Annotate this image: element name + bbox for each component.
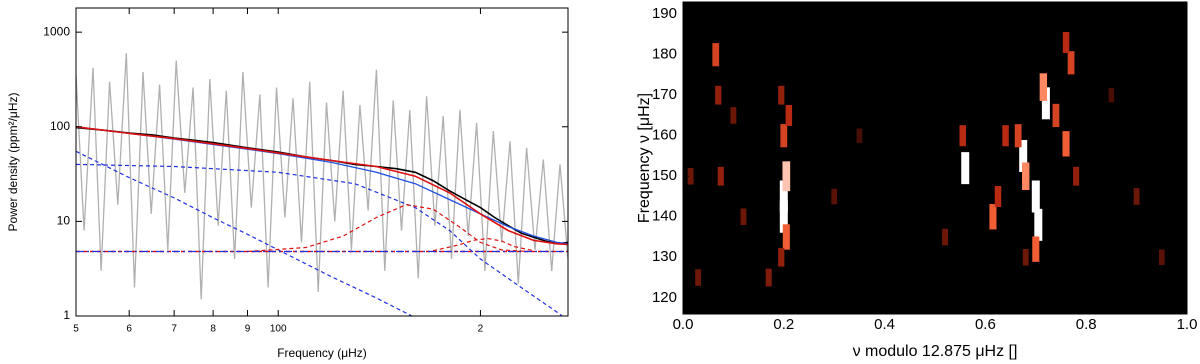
x-axis-label: ν modulo 12.875 μHz [] (853, 343, 1018, 360)
y-tick-label: 1000 (43, 24, 70, 38)
x-tick-label: 7 (171, 324, 177, 335)
heatmap-cell (1014, 124, 1022, 148)
heatmap-cell (1022, 248, 1029, 266)
data-line (247, 204, 528, 253)
x-tick-label: 0.4 (874, 316, 895, 333)
heatmap-cell (1022, 162, 1030, 191)
x-tick-label: 5 (73, 324, 79, 335)
x-tick-label: 0.8 (1076, 316, 1097, 333)
y-tick-label: 150 (652, 167, 677, 184)
heatmap-cell (687, 167, 694, 185)
data-line (76, 163, 564, 316)
heatmap-cell (779, 180, 788, 213)
heatmap-cell (765, 268, 772, 287)
x-tick-label: 0.6 (975, 316, 996, 333)
y-tick-label: 130 (652, 248, 677, 265)
x-tick-label: 2 (478, 324, 484, 335)
x-tick-label: 9 (245, 324, 251, 335)
heatmap-cell (780, 124, 788, 148)
x-tick-label: 100 (270, 324, 287, 335)
heatmap-cell (1062, 131, 1070, 157)
heatmap-cell (778, 247, 785, 267)
heatmap-cell (778, 85, 785, 105)
heatmap-cell (959, 125, 966, 147)
heatmap-cell (782, 224, 790, 250)
heatmap-cell (1034, 208, 1043, 241)
x-tick-label: 0.0 (673, 316, 694, 333)
x-tick-label: 1.0 (1177, 316, 1198, 333)
x-tick-label: 6 (126, 324, 132, 335)
heatmap-cell (989, 204, 997, 230)
heatmap-cell (1019, 139, 1028, 172)
y-tick-label: 140 (652, 208, 677, 225)
heatmap-cell (1067, 51, 1075, 75)
heatmap-cell (1052, 103, 1060, 128)
y-tick-label: 100 (50, 119, 70, 133)
heatmap-cell (1039, 73, 1048, 101)
heatmap-cell (695, 269, 702, 286)
y-axis-label: Power density (ppm²/μHz) (6, 93, 20, 232)
heatmap-cell (712, 43, 720, 67)
heatmap-cell (1158, 249, 1165, 266)
heatmap-cell (1073, 166, 1080, 186)
heatmap-cell (715, 85, 722, 105)
heatmap-cell (994, 185, 1002, 207)
data-line (432, 237, 534, 252)
plot-area (683, 2, 1187, 314)
heatmap-cell (730, 107, 737, 124)
y-tick-label: 190 (652, 5, 677, 22)
y-tick-label: 180 (652, 46, 677, 63)
heatmap-cell (961, 152, 970, 185)
heatmap-cell (740, 208, 747, 226)
heatmap-cell (782, 161, 791, 192)
y-axis-label: Frequency ν [μHz] (636, 93, 653, 223)
heatmap-cell (779, 200, 788, 233)
heatmap-cell (1062, 32, 1070, 54)
x-tick-label: 0.2 (773, 316, 794, 333)
heatmap-cell (785, 104, 793, 126)
heatmap-cell (1031, 180, 1040, 213)
plot-frame (682, 1, 1188, 315)
plot-area (76, 53, 568, 316)
heatmap-cell (831, 188, 838, 205)
heatmap-cell (856, 128, 863, 143)
x-tick-label: 8 (210, 324, 216, 335)
heatmap-cell (942, 228, 949, 246)
heatmap-cell (1032, 236, 1040, 262)
heatmap-cell (1133, 188, 1140, 205)
plot-frame (75, 7, 569, 317)
data-line (76, 150, 414, 316)
data-line (76, 53, 568, 300)
y-tick-label: 1 (63, 308, 70, 322)
y-tick-label: 10 (57, 214, 71, 228)
y-tick-label: 120 (652, 289, 677, 306)
x-axis-label: Frequency (μHz) (277, 346, 367, 360)
heatmap-cell (1041, 87, 1050, 120)
heatmap-cell (1108, 87, 1115, 103)
heatmap-background (683, 2, 1187, 314)
y-tick-label: 170 (652, 86, 677, 103)
heatmap-cell (1002, 125, 1009, 147)
data-line (76, 126, 568, 246)
y-tick-label: 160 (652, 127, 677, 144)
heatmap-cell (717, 166, 724, 186)
